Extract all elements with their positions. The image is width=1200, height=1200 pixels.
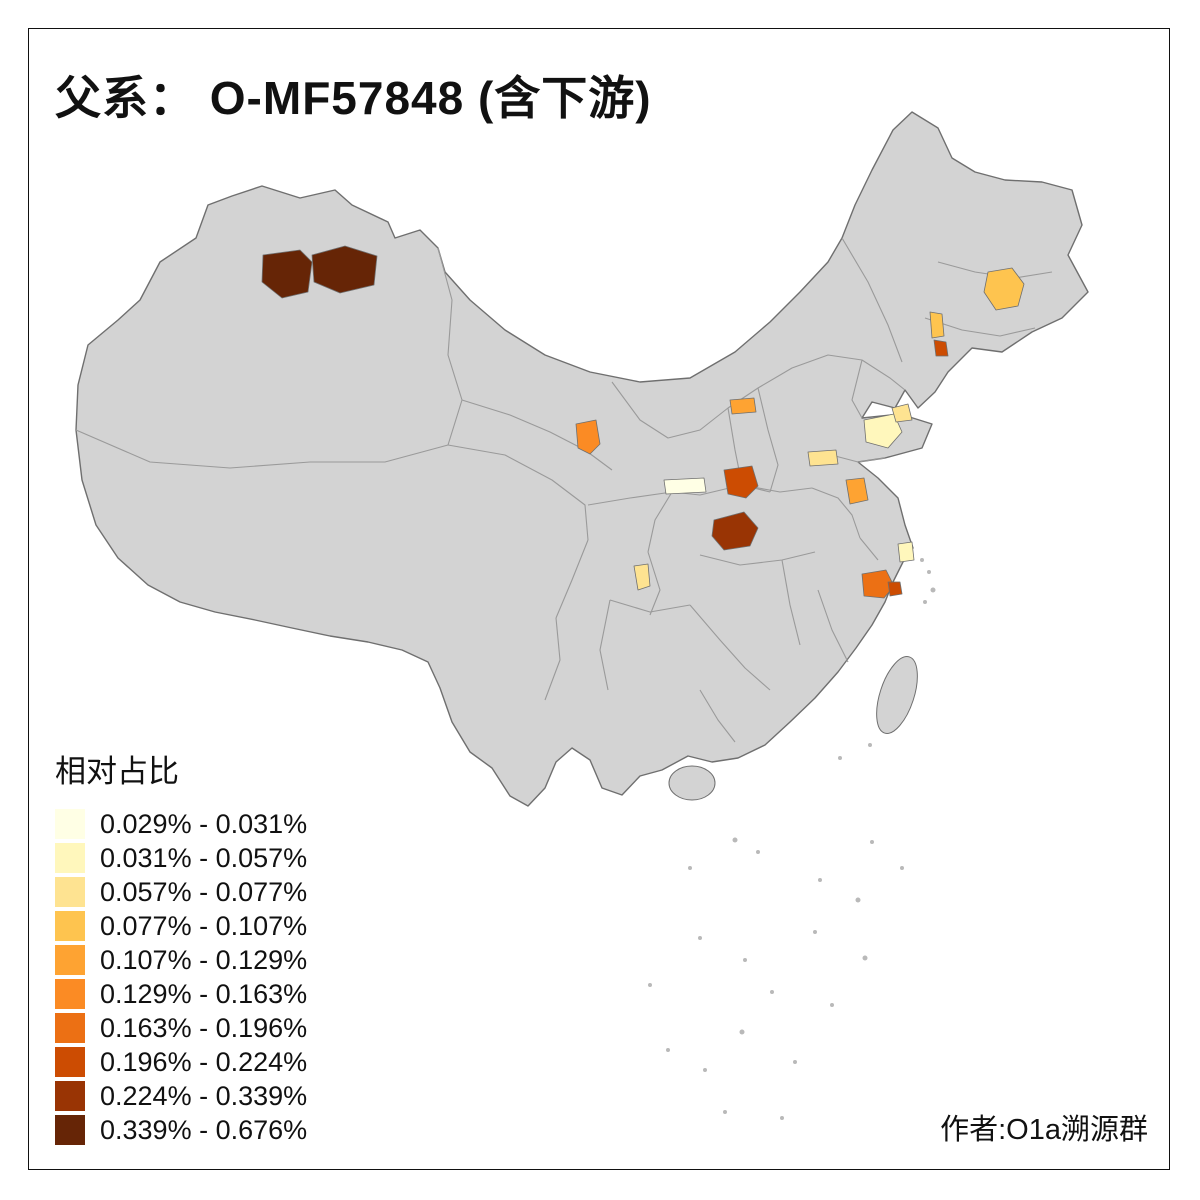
legend-row: 0.129% - 0.163% xyxy=(55,977,395,1011)
page-title: 父系： O-MF57848 (含下游) xyxy=(55,72,652,124)
legend-label: 0.163% - 0.196% xyxy=(100,1012,308,1043)
choropleth-regions xyxy=(261,245,1025,599)
region-shandong-b xyxy=(891,403,913,423)
small-islands xyxy=(648,558,936,1120)
taiwan-island xyxy=(876,656,918,734)
legend-row: 0.196% - 0.224% xyxy=(55,1045,395,1079)
region-liaoning-south xyxy=(933,339,949,357)
legend-row: 0.077% - 0.107% xyxy=(55,909,395,943)
region-xinjiang-east xyxy=(311,245,378,294)
legend-label: 0.029% - 0.031% xyxy=(100,808,308,839)
region-hubei xyxy=(711,511,759,551)
legend-label: 0.339% - 0.676% xyxy=(100,1114,308,1145)
legend-label: 0.031% - 0.057% xyxy=(100,842,308,873)
region-shanxi xyxy=(729,397,757,415)
hainan-island xyxy=(668,765,716,801)
legend-swatch xyxy=(55,877,85,907)
legend-label: 0.077% - 0.107% xyxy=(100,910,308,941)
legend-row: 0.107% - 0.129% xyxy=(55,943,395,977)
region-jiangsu xyxy=(845,477,869,505)
legend-label: 0.107% - 0.129% xyxy=(100,944,308,975)
legend-label: 0.129% - 0.163% xyxy=(100,978,308,1009)
legend-swatch xyxy=(55,1081,85,1111)
legend-swatch xyxy=(55,843,85,873)
region-jilin xyxy=(983,267,1025,311)
legend-row: 0.339% - 0.676% xyxy=(55,1113,395,1147)
plot-border xyxy=(28,28,1170,1170)
legend-swatch xyxy=(55,1013,85,1043)
legend-row: 0.163% - 0.196% xyxy=(55,1011,395,1045)
legend-swatch xyxy=(55,809,85,839)
region-gansu xyxy=(575,419,601,455)
legend-swatch xyxy=(55,1115,85,1145)
legend-label: 0.057% - 0.077% xyxy=(100,876,308,907)
region-zhejiang-east xyxy=(887,581,903,597)
region-zhejiang xyxy=(861,569,895,599)
region-liaoning-north xyxy=(929,311,945,339)
legend-row: 0.029% - 0.031% xyxy=(55,807,395,841)
legend-swatch xyxy=(55,1047,85,1077)
region-shanghai xyxy=(897,541,915,563)
legend-swatch xyxy=(55,911,85,941)
legend-swatch xyxy=(55,979,85,1009)
legend-row: 0.224% - 0.339% xyxy=(55,1079,395,1113)
region-henan xyxy=(723,465,759,499)
region-shaanxi-south xyxy=(663,477,707,495)
region-chongqing xyxy=(633,563,651,591)
region-xinjiang-west xyxy=(261,249,313,299)
legend-rows: 0.029% - 0.031% 0.031% - 0.057% 0.057% - 0… xyxy=(55,807,395,1147)
legend: 相对占比 0.029% - 0.031% 0.031% - 0.057% 0.057… xyxy=(55,746,395,1147)
legend-label: 0.224% - 0.339% xyxy=(100,1080,308,1111)
attribution: 作者:O1a溯源群 xyxy=(940,1114,1148,1146)
legend-row: 0.031% - 0.057% xyxy=(55,841,395,875)
legend-title: 相对占比 xyxy=(55,754,179,789)
legend-row: 0.057% - 0.077% xyxy=(55,875,395,909)
region-hebei-south xyxy=(807,449,839,467)
region-shandong-a xyxy=(863,413,903,449)
legend-swatch xyxy=(55,945,85,975)
islands xyxy=(668,656,918,801)
legend-label: 0.196% - 0.224% xyxy=(100,1046,308,1077)
